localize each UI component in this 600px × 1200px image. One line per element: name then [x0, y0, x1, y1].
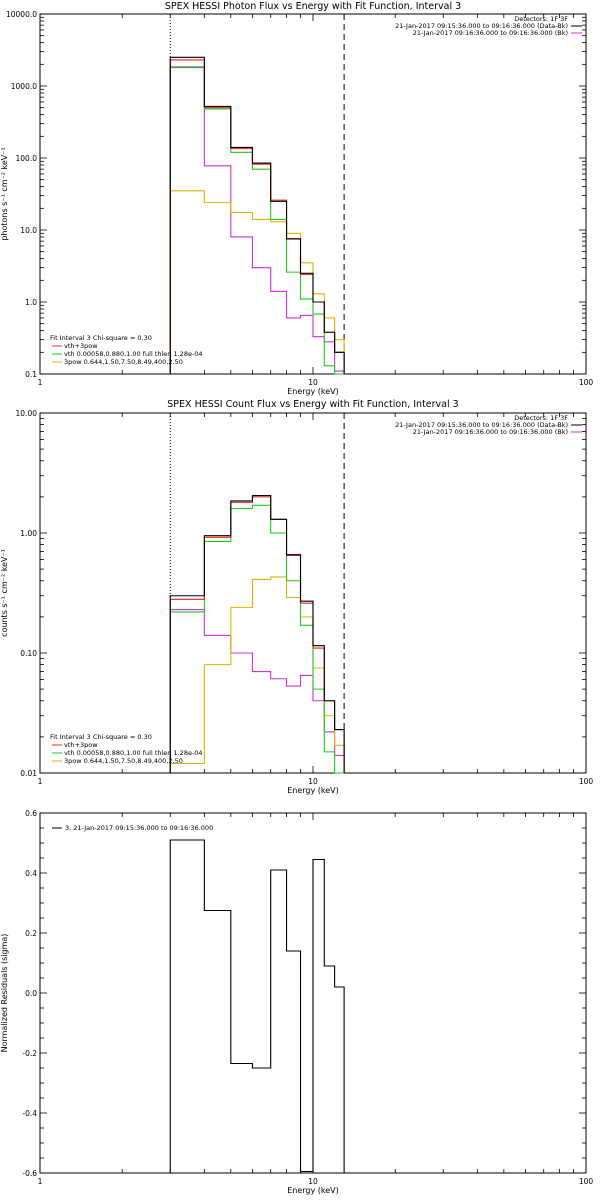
legend-entry: vth+3pow [64, 741, 98, 749]
x-axis-ticks [39, 14, 574, 374]
y-tick-label: 0.0 [25, 989, 37, 998]
x-axis-ticks [39, 413, 574, 773]
y-tick-label: 0.01 [20, 769, 37, 778]
fit-interval-text: Fit Interval 3 Chi-square = 0.30 [50, 334, 152, 342]
series-1-histogram [169, 59, 345, 374]
x-axis-label: Energy (keV) [287, 387, 339, 396]
y-axis-ticks [40, 418, 586, 774]
header-line: 21-Jan-2017 09:15:36.000 to 09:16:36.000… [395, 421, 568, 429]
header-line: 21-Jan-2017 09:16:36.000 to 09:16:36.000… [413, 428, 568, 436]
series-2-histogram [169, 504, 345, 774]
y-tick-label: -0.6 [22, 1169, 37, 1178]
plot-frame [39, 412, 587, 774]
series-0-histogram [169, 839, 345, 1173]
x-tick-label: 1 [38, 378, 43, 387]
y-tick-label: 1.00 [20, 529, 37, 538]
chart-title: SPEX HESSI Count Flux vs Energy with Fit… [167, 399, 458, 410]
series-4-histogram [169, 609, 345, 773]
y-axis-label: photons s⁻¹ cm⁻² keV⁻¹ [0, 147, 9, 240]
x-axis-label: Energy (keV) [287, 1186, 339, 1195]
header-line: Detectors: 1F 3F [514, 414, 568, 422]
legend-entry: vth 0.00058,0.880,1.00 full thlen 1.28e-… [64, 749, 203, 757]
y-tick-label: 10000.0 [6, 10, 37, 19]
x-axis-ticks [39, 813, 574, 1173]
series-2-histogram [169, 66, 345, 375]
series-0-histogram [169, 495, 345, 773]
y-tick-label: 0.4 [25, 869, 37, 878]
y-tick-label: 10.00 [16, 409, 38, 418]
x-tick-label: 100 [579, 777, 594, 786]
chart-panel-2: SPEX HESSI Count Flux vs Energy with Fit… [0, 399, 593, 795]
y-tick-label: 1.0 [25, 298, 37, 307]
y-tick-label: -0.4 [22, 1109, 37, 1118]
series-0-histogram [169, 56, 345, 374]
x-tick-label: 100 [579, 378, 594, 387]
header-line: 21-Jan-2017 09:15:36.000 to 09:16:36.000… [395, 22, 568, 30]
series-4-histogram [169, 67, 345, 374]
x-tick-label: 1 [38, 1177, 43, 1186]
y-tick-label: 0.2 [25, 929, 37, 938]
y-tick-label: 100.0 [16, 154, 38, 163]
x-tick-label: 10 [308, 1177, 318, 1186]
y-axis-label: counts s⁻¹ cm⁻² keV⁻¹ [0, 549, 9, 637]
legend-entry: 3, 21-Jan-2017 09:15:36.000 to 09:16:36.… [65, 824, 213, 832]
fit-interval-text: Fit Interval 3 Chi-square = 0.30 [50, 733, 152, 741]
chart-title: SPEX HESSI Photon Flux vs Energy with Fi… [165, 1, 461, 12]
x-tick-label: 100 [579, 1177, 594, 1186]
legend-entry: 3pow 0.644,1.50,7.50,8.49,400,2.50 [64, 358, 183, 366]
chart-panel-1: SPEX HESSI Photon Flux vs Energy with Fi… [0, 1, 593, 396]
y-tick-label: 0.10 [20, 649, 37, 658]
series-1-histogram [169, 496, 345, 773]
y-axis-ticks [40, 812, 586, 1174]
legend-entry: vth+3pow [64, 342, 98, 350]
chart-panel-3: 1 10 100 Energy (keV) -0.6 -0.4 -0.2 0.0 0.2 0.4 0… [0, 809, 593, 1195]
y-tick-label: 0.6 [25, 809, 37, 818]
legend-entry: vth 0.00058,0.880,1.00 full thlen 1.28e-… [64, 350, 203, 358]
x-tick-label: 10 [308, 777, 318, 786]
x-axis-label: Energy (keV) [287, 786, 339, 795]
series-3-histogram [169, 576, 345, 773]
y-axis-label: Normalized Residuals (sigma) [0, 934, 9, 1053]
x-tick-label: 10 [308, 378, 318, 387]
y-tick-label: 10.0 [20, 226, 37, 235]
header-line: 21-Jan-2017 09:16:36.000 to 09:16:36.000… [413, 29, 568, 37]
header-line: Detectors: 1F 3F [514, 15, 568, 23]
y-tick-label: 1000.0 [11, 82, 37, 91]
y-tick-label: 0.1 [25, 370, 37, 379]
series-3-histogram [169, 190, 345, 374]
y-axis-ticks [40, 16, 586, 375]
y-tick-label: -0.2 [22, 1049, 37, 1058]
legend-entry: 3pow 0.644,1.50,7.50,8.49,400,2.50 [64, 757, 183, 765]
x-tick-label: 1 [38, 777, 43, 786]
